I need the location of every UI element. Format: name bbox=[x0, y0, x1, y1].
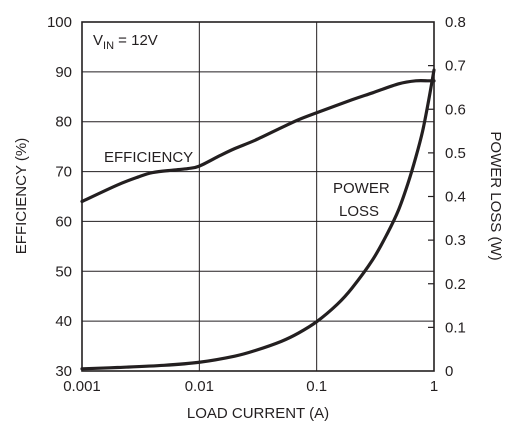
power-loss-curve-label-line2: LOSS bbox=[339, 203, 379, 220]
y-left-tick-label: 90 bbox=[55, 64, 72, 81]
plot-background bbox=[82, 22, 434, 371]
y-right-tick-label: 0 bbox=[445, 363, 453, 380]
tick-labels: 0.001 0.01 0.1 1 30 40 50 60 70 80 90 100 0 0.1 0.2 0.3… bbox=[47, 14, 466, 395]
y-right-tick-label: 0.6 bbox=[445, 101, 466, 118]
x-axis-title: LOAD CURRENT (A) bbox=[187, 405, 329, 422]
vin-annotation-main: V bbox=[93, 32, 103, 49]
y-left-tick-label: 80 bbox=[55, 114, 72, 131]
x-tick-label: 0.1 bbox=[306, 378, 327, 395]
data-lines bbox=[80, 68, 436, 371]
x-tick-label: 0.01 bbox=[185, 378, 214, 395]
grid-lines bbox=[82, 22, 434, 371]
x-tick-label: 0.001 bbox=[63, 378, 101, 395]
y-left-tick-label: 70 bbox=[55, 164, 72, 181]
y-right-tick-label: 0.8 bbox=[445, 14, 466, 31]
y-right-tick-label: 0.5 bbox=[445, 145, 466, 162]
y-left-tick-label: 60 bbox=[55, 213, 72, 230]
vin-annotation: VIN = 12V bbox=[93, 32, 158, 52]
efficiency-curve-label: EFFICIENCY bbox=[104, 149, 193, 166]
y-right-tick-label: 0.2 bbox=[445, 276, 466, 293]
left-axis-title: EFFICIENCY (%) bbox=[13, 138, 30, 254]
y-left-tick-label: 40 bbox=[55, 313, 72, 330]
y-right-tick-label: 0.3 bbox=[445, 232, 466, 249]
y-right-tick-label: 0.1 bbox=[445, 319, 466, 336]
x-tick-label: 1 bbox=[430, 378, 438, 395]
y-right-tick-label: 0.7 bbox=[445, 58, 466, 75]
y-right-tick-label: 0.4 bbox=[445, 189, 466, 206]
plot-frame bbox=[81, 21, 435, 372]
power-loss-curve-label-line1: POWER bbox=[333, 180, 390, 197]
vin-annotation-subscript: IN bbox=[103, 40, 114, 52]
power-loss-line bbox=[80, 68, 436, 371]
right-axis-title: POWER LOSS (W) bbox=[487, 131, 504, 260]
y-left-tick-label: 100 bbox=[47, 14, 72, 31]
efficiency-line bbox=[80, 79, 436, 204]
y-left-tick-label: 50 bbox=[55, 263, 72, 280]
vin-annotation-rest: = 12V bbox=[114, 32, 158, 49]
y-left-tick-label: 30 bbox=[55, 363, 72, 380]
